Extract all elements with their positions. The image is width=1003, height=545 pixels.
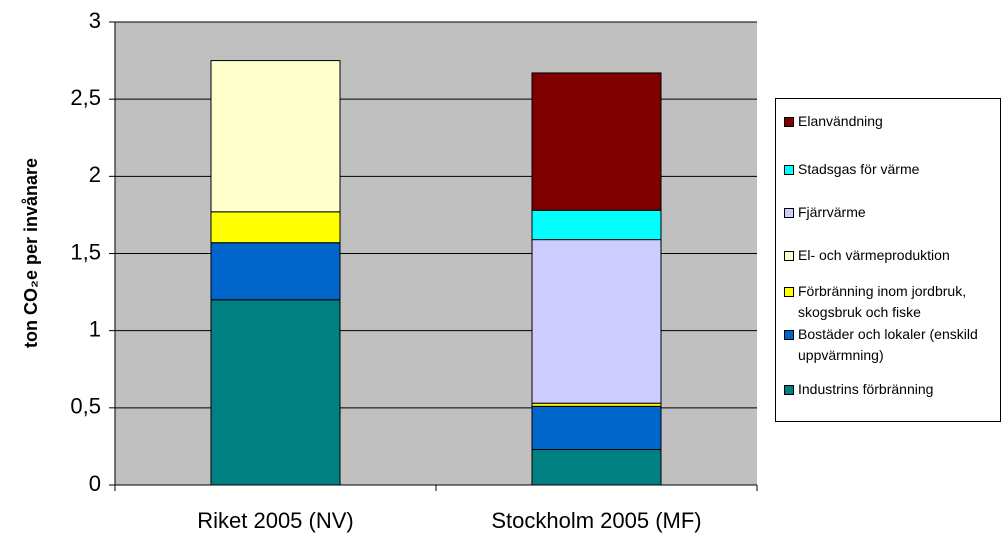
y-tick-label: 0 [89,471,101,496]
legend-swatch [784,208,794,218]
legend-entry: Stadsgas för värme [784,159,978,180]
y-tick-label: 2 [89,162,101,187]
legend: Elanvändning Stadsgas för värme Fjärrvärme… [775,98,1001,422]
legend-entry: Bostäder och lokaler (enskild uppvärmnin… [784,324,978,366]
y-axis-label: ton CO₂e per invånare [21,158,41,348]
y-tick-label: 1,5 [70,239,101,264]
legend-swatch [784,165,794,175]
legend-label: Förbränning inom jordbruk, skogsbruk och… [798,283,967,320]
bar-segment [531,449,662,486]
bar-segment [210,299,341,486]
bar-segment [531,209,662,241]
legend-label: Industrins förbränning [798,381,934,397]
legend-swatch [784,287,794,297]
legend-swatch [784,330,794,340]
legend-label: Fjärrvärme [798,204,866,220]
legend-swatch [784,251,794,261]
legend-label: Elanvändning [798,113,883,129]
legend-entry: El- och värmeproduktion [784,245,978,266]
legend-label: Stadsgas för värme [798,161,920,177]
legend-swatch [784,117,794,127]
legend-entry: Förbränning inom jordbruk, skogsbruk och… [784,281,978,323]
bar-segment [210,60,341,213]
legend-entry: Elanvändning [784,111,978,132]
bar-segment [531,239,662,404]
legend-swatch [784,385,794,395]
legend-entry: Industrins förbränning [784,379,978,400]
y-tick-label: 1 [89,316,101,341]
x-tick-label: Riket 2005 (NV) [197,508,354,533]
legend-label: Bostäder och lokaler (enskild uppvärmnin… [798,326,978,363]
legend-label: El- och värmeproduktion [798,247,950,263]
y-tick-label: 0,5 [70,394,101,419]
bar-segment [210,242,341,301]
bar-segment [210,211,341,244]
legend-entry: Fjärrvärme [784,202,978,223]
y-tick-label: 2,5 [70,85,101,110]
bar-segment [531,405,662,451]
y-tick-label: 3 [89,8,101,33]
x-tick-label: Stockholm 2005 (MF) [491,508,701,533]
bar-segment [531,72,662,211]
